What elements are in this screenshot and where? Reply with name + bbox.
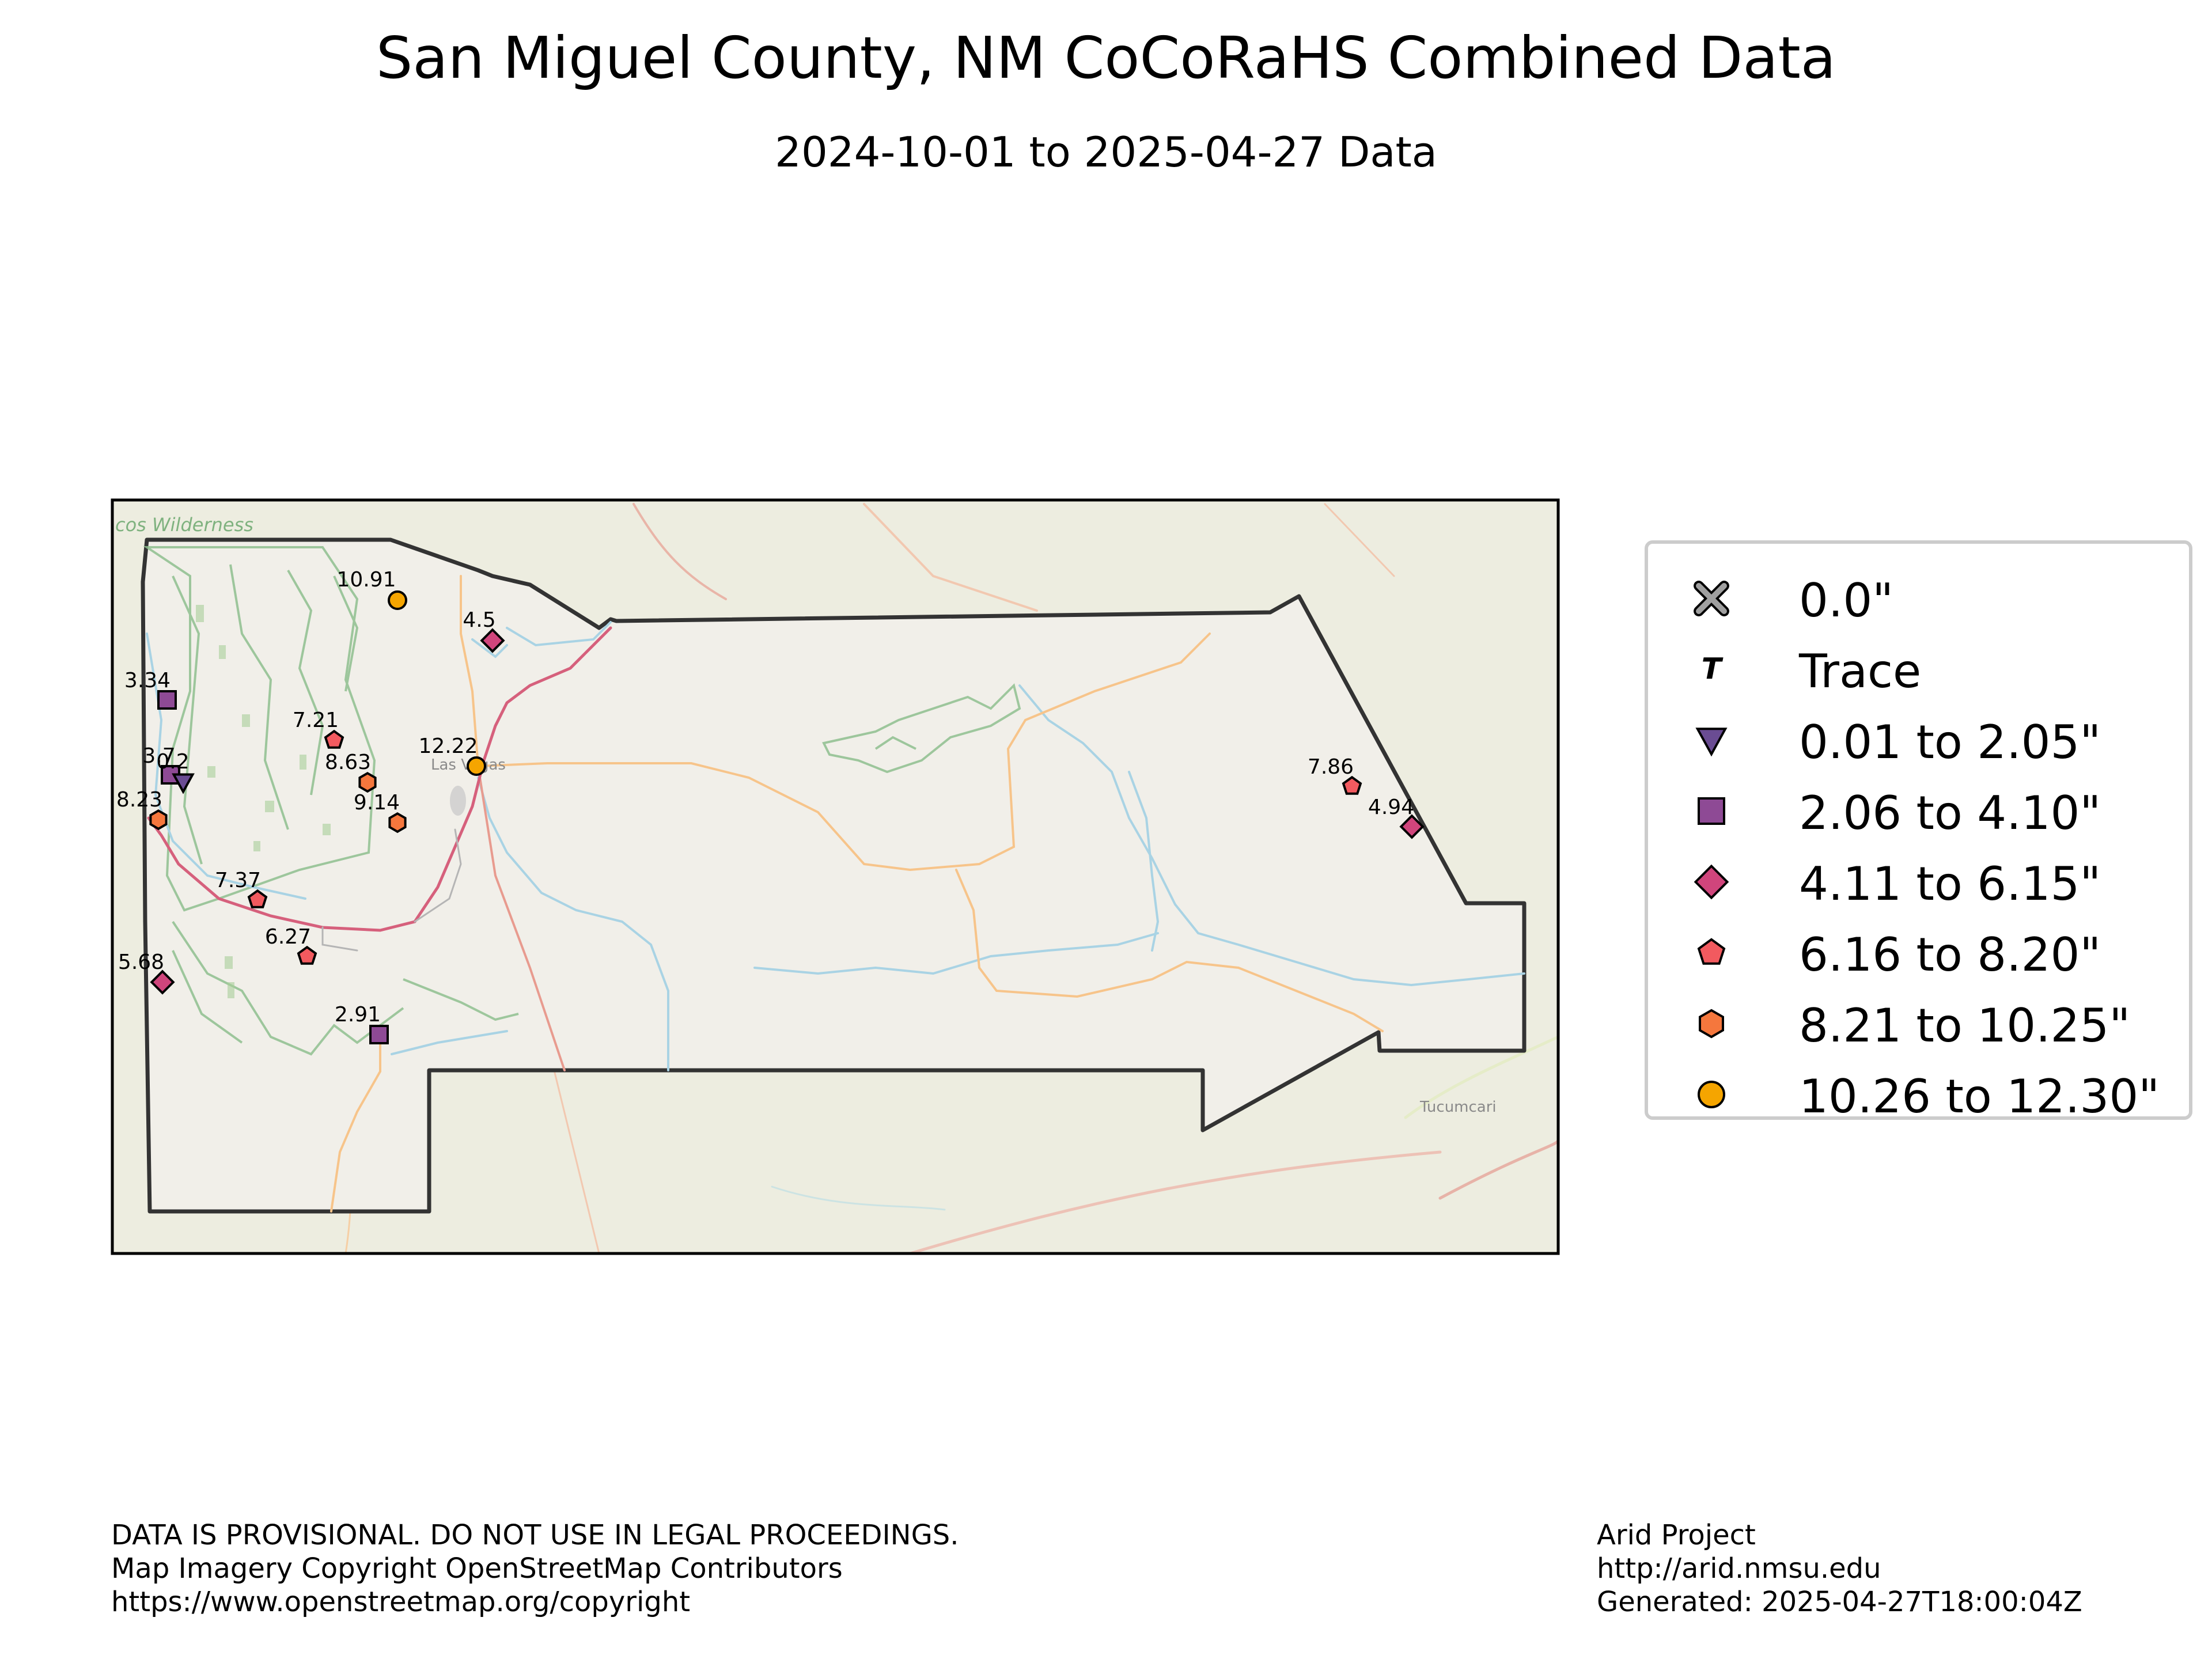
forest-areas (143, 546, 1021, 1056)
footer-disclaimer: DATA IS PROVISIONAL. DO NOT USE IN LEGAL… (111, 1518, 959, 1619)
legend-item: 6.16 to 8.20" (1648, 921, 2189, 984)
rivers (146, 621, 1525, 1071)
legend-label: 0.01 to 2.05" (1799, 715, 2101, 769)
footer-left-line: Map Imagery Copyright OpenStreetMap Cont… (111, 1552, 843, 1585)
trace-t-icon: T (1702, 652, 1724, 686)
station-value-label: 0.2 (156, 750, 189, 774)
legend-item: 4.11 to 6.15" (1648, 850, 2189, 914)
station-value-label: 7.86 (1308, 755, 1354, 779)
station-marker-circle (388, 590, 407, 610)
major-roads (477, 765, 566, 1071)
map-title: San Miguel County, NM CoCoRaHS Combined … (376, 24, 1836, 92)
station-value-label: 12.22 (418, 734, 478, 758)
footer-credits: Arid Project http://arid.nmsu.edu Genera… (1597, 1518, 2082, 1619)
station-marker-circle (467, 756, 486, 776)
forest-speckles (196, 605, 331, 998)
station-marker-triangle-down (172, 773, 195, 794)
x-icon (1694, 581, 1729, 616)
circle-icon (1698, 1081, 1725, 1108)
hexagon-icon (1699, 1009, 1724, 1039)
minor-roads (330, 575, 1384, 1213)
legend-item: 0.0" (1648, 567, 2189, 630)
footer-right-line: http://arid.nmsu.edu (1597, 1552, 1881, 1585)
map-subtitle: 2024-10-01 to 2025-04-27 Data (775, 128, 1437, 176)
legend: 0.0" T Trace 0.01 to 2.05" 2.06 to 4.10" 4.11… (1645, 540, 2192, 1123)
circle-icon (1698, 1081, 1725, 1108)
county-outline (141, 537, 1527, 1214)
station-value-label: 2.91 (335, 1003, 381, 1027)
lake (450, 786, 466, 816)
legend-label: 8.21 to 10.25" (1799, 999, 2131, 1052)
legend-label: 4.11 to 6.15" (1799, 857, 2101, 911)
station-marker-pentagon (324, 729, 344, 749)
station-value-label: 7.21 (293, 709, 339, 732)
pentagon-icon (1697, 938, 1726, 965)
legend-item: T Trace (1648, 638, 2189, 701)
hexagon-icon (1699, 1009, 1724, 1039)
station-marker-hexagon (388, 812, 407, 834)
station-value-label: 5.68 (118, 950, 164, 974)
square-icon (1698, 797, 1725, 825)
diamond-icon (1694, 864, 1729, 900)
interstate (147, 626, 612, 932)
legend-label: 0.0" (1799, 574, 1894, 627)
legend-item: 2.06 to 4.10" (1648, 779, 2189, 843)
outside-roads (344, 503, 1560, 1255)
station-value-label: 8.23 (116, 788, 162, 812)
station-value-label: 4.5 (463, 608, 495, 632)
station-value-label: 7.37 (215, 869, 261, 892)
station-marker-pentagon (247, 889, 268, 908)
station-marker-hexagon (358, 771, 377, 793)
station-value-label: 4.94 (1368, 796, 1414, 819)
map-frame (111, 498, 1560, 1255)
legend-item: 10.26 to 12.30" (1648, 1063, 2189, 1126)
footer-left-line: DATA IS PROVISIONAL. DO NOT USE IN LEGAL… (111, 1519, 959, 1551)
stations-layer: 10.91 4.5 3.34 7.21 12.22 8.63 3.70.2 8.23 9.14 7… (116, 568, 1425, 1044)
station-marker-square (369, 1025, 389, 1044)
station-marker-pentagon (297, 945, 317, 965)
legend-label: 10.26 to 12.30" (1799, 1070, 2160, 1123)
diamond-icon (1694, 864, 1729, 900)
legend-item: 0.01 to 2.05" (1648, 709, 2189, 772)
square-icon (1698, 797, 1725, 825)
station-marker-diamond (1399, 814, 1425, 839)
station-marker-pentagon (1342, 775, 1362, 795)
pentagon-icon (1697, 938, 1726, 965)
footer-right-line: Generated: 2025-04-27T18:00:04Z (1597, 1586, 2082, 1618)
wilderness-label: cos Wilderness (115, 514, 253, 536)
legend-label: 2.06 to 4.10" (1799, 786, 2101, 840)
legend-label: 6.16 to 8.20" (1799, 928, 2101, 982)
station-value-label: 10.91 (336, 568, 396, 592)
footer-left-line: https://www.openstreetmap.org/copyright (111, 1586, 691, 1618)
station-marker-square (157, 690, 177, 710)
secondary-roads (321, 828, 462, 952)
legend-item: 8.21 to 10.25" (1648, 992, 2189, 1055)
station-marker-diamond (150, 969, 175, 995)
station-value-label: 8.63 (325, 751, 371, 774)
triangle-down-icon (1695, 728, 1728, 757)
station-value-label: 3.34 (124, 669, 171, 692)
legend-label: Trace (1799, 645, 1922, 698)
station-value-label: 6.27 (265, 925, 311, 949)
station-marker-diamond (480, 628, 505, 653)
footer-right-line: Arid Project (1597, 1519, 1756, 1551)
x-icon (1694, 581, 1729, 616)
triangle-down-icon (1695, 728, 1728, 757)
station-value-label: 3.7 (142, 744, 175, 768)
station-value-label: 9.14 (354, 791, 400, 815)
station-marker-hexagon (149, 809, 168, 831)
town-label: Tucumcari (1419, 1099, 1497, 1116)
trace-t-icon: T (1702, 652, 1724, 686)
